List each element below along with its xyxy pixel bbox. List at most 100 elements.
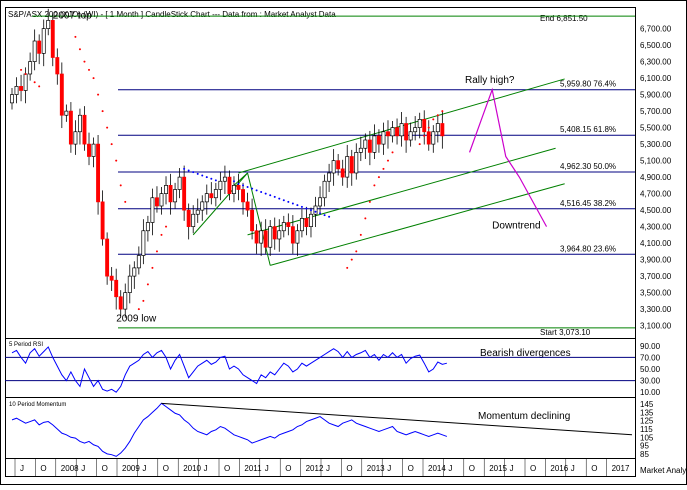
sar-dot <box>251 187 254 190</box>
sar-dot <box>355 250 358 253</box>
candle <box>386 131 390 137</box>
candle <box>10 94 14 104</box>
candle <box>50 20 55 58</box>
sar-dot <box>137 308 140 311</box>
momentum-annotation: Momentum declining <box>478 411 570 422</box>
date-tick-label: 2016 <box>550 464 568 473</box>
sar-dot <box>201 174 204 177</box>
momentum-trendline <box>161 402 633 436</box>
sar-dot <box>255 189 258 192</box>
candle <box>77 114 82 133</box>
candle <box>168 185 173 203</box>
channel-layer <box>192 78 565 266</box>
price-axis: 3,100.00 3,300.00 3,500.00 3,700.00 3,900.00… <box>640 25 672 331</box>
projection-layer <box>468 87 548 227</box>
candle <box>236 185 241 190</box>
sar-dot <box>115 159 118 162</box>
fib-label: 5,408.15 61.8% <box>560 125 616 134</box>
momentum-panel: 10 Period Momentum Momentum declining 14… <box>9 400 654 459</box>
candle <box>28 61 33 75</box>
sar-dot <box>432 118 435 121</box>
sar-dot <box>346 266 349 269</box>
price-tick-label: 5,900.00 <box>640 91 672 100</box>
sar-dot <box>300 205 303 208</box>
sar-dot <box>441 110 444 113</box>
date-tick-label: 2012 <box>306 464 324 473</box>
candle <box>37 40 42 54</box>
sar-dot <box>24 73 27 75</box>
sar-dot <box>423 134 426 137</box>
candle <box>349 156 354 174</box>
candle <box>254 230 259 244</box>
sar-dot <box>427 126 430 129</box>
candle <box>440 123 445 137</box>
price-tick-label: 3,500.00 <box>640 289 672 298</box>
candle <box>191 213 196 227</box>
channel-line <box>270 183 565 266</box>
sar-dot <box>205 176 208 179</box>
price-tick-label: 6,500.00 <box>640 41 672 50</box>
candle <box>336 160 341 170</box>
sar-dot <box>119 184 122 187</box>
sar-dot <box>237 182 240 185</box>
date-axis: J O 2008 J O 2009 J O 2010 J O 2011 J O 2012 J O 2013 J O 20… <box>14 459 630 476</box>
date-tick-label: J <box>204 464 208 473</box>
rsi-tick-label: 90.00 <box>640 342 661 351</box>
annotation-label: 2007 top <box>53 11 92 22</box>
date-tick-label: 2015 <box>489 464 507 473</box>
candle <box>164 185 168 194</box>
date-tick-label: J <box>326 464 330 473</box>
price-tick-label: 4,700.00 <box>640 190 672 199</box>
date-tick-label: J <box>81 464 85 473</box>
sar-dot <box>319 212 322 215</box>
candle <box>272 226 277 240</box>
annotation-label: 2009 low <box>116 314 157 325</box>
sar-dot <box>364 217 367 220</box>
candle <box>105 238 110 277</box>
price-tick-label: 5,500.00 <box>640 124 672 133</box>
sar-dot <box>269 194 272 197</box>
price-tick-label: 4,900.00 <box>640 173 672 182</box>
label-layer: 5,959.80 76.4% 5,408.15 61.8% 4,962.30 50.… <box>53 11 616 325</box>
sar-dot <box>165 225 168 228</box>
date-tick-label: 2014 <box>428 464 446 473</box>
price-tick-label: 3,700.00 <box>640 272 672 281</box>
sar-dot <box>386 159 389 162</box>
candle <box>435 123 440 133</box>
date-tick-label: J <box>20 464 24 473</box>
sar-dot <box>192 171 195 174</box>
sar-dot <box>214 179 217 182</box>
candle <box>354 152 359 174</box>
sar-dot <box>328 215 331 218</box>
sar-dot <box>391 151 394 154</box>
candle <box>209 193 214 199</box>
candle <box>422 119 427 133</box>
candle <box>395 127 400 137</box>
sar-dot <box>142 299 145 302</box>
price-tick-label: 3,300.00 <box>640 305 672 314</box>
candle <box>363 139 368 149</box>
momentum-tick-label: 85 <box>640 450 649 459</box>
candle <box>96 143 101 203</box>
candle <box>304 218 309 227</box>
date-tick-label: O <box>102 464 108 473</box>
sar-dot <box>282 199 285 202</box>
date-tick-label: J <box>448 464 452 473</box>
fib-label: 5,959.80 76.4% <box>560 80 616 89</box>
candle <box>159 193 164 207</box>
candle <box>204 193 209 203</box>
sar-dot <box>232 180 235 183</box>
sar-dot <box>110 143 113 146</box>
candle <box>127 275 132 293</box>
date-tick-label: J <box>571 464 575 473</box>
sar-dot <box>382 167 385 170</box>
candle <box>227 176 232 194</box>
candle <box>200 201 205 211</box>
date-tick-label: O <box>408 464 414 473</box>
sar-dot <box>260 190 263 193</box>
candle <box>186 209 191 227</box>
candle <box>232 185 236 194</box>
sar-dot <box>33 81 36 84</box>
sar-dot <box>436 114 439 117</box>
sar-layer <box>20 35 444 311</box>
